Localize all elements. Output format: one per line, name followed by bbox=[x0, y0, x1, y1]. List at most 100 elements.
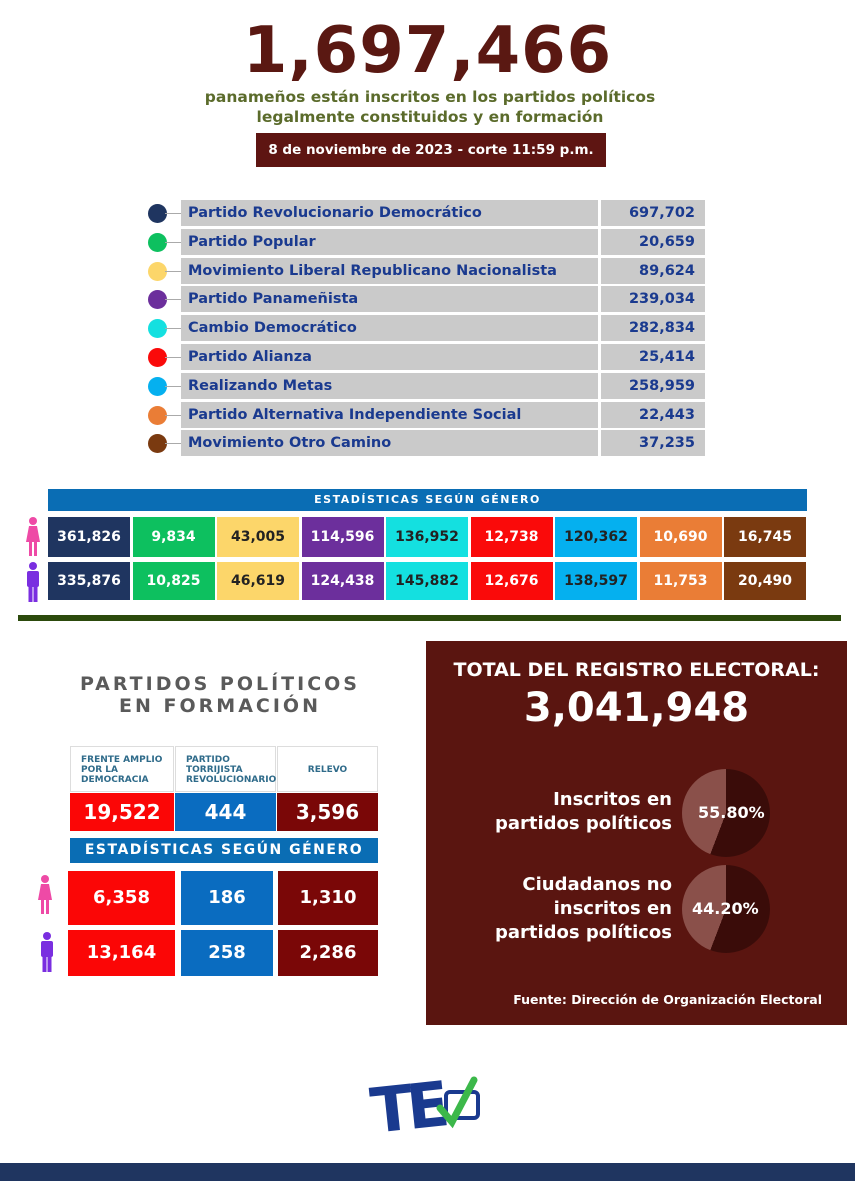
formation-male-count: 2,286 bbox=[278, 930, 378, 976]
gender-stats-header: ESTADÍSTICAS SEGÚN GÉNERO bbox=[48, 489, 807, 511]
connector-line bbox=[165, 241, 181, 243]
party-total: 697,702 bbox=[601, 200, 705, 226]
connector-line bbox=[165, 213, 181, 214]
party-name: Movimiento Liberal Republicano Nacionali… bbox=[181, 257, 598, 284]
formation-title-line-2: EN FORMACIÓN bbox=[119, 695, 321, 717]
formation-party-name: FRENTE AMPLIO POR LA DEMOCRACIA bbox=[70, 746, 174, 792]
connector-line bbox=[165, 328, 181, 330]
female-count-cell: 136,952 bbox=[386, 517, 468, 557]
party-color-dot bbox=[148, 319, 167, 339]
male-count-cell: 335,876 bbox=[48, 562, 130, 600]
male-count-cell: 138,597 bbox=[555, 562, 637, 600]
share-percent: 44.20% bbox=[692, 899, 759, 918]
share-label: Ciudadanos no inscritos en partidos políti… bbox=[495, 873, 672, 945]
formation-party-name: PARTIDO TORRIJISTA REVOLUCIONARIO bbox=[175, 746, 276, 792]
party-color-dot bbox=[148, 348, 167, 367]
party-color-dot bbox=[148, 290, 167, 310]
subtitle-line-1: panameños están inscritos en los partido… bbox=[204, 88, 656, 106]
formation-female-count: 1,310 bbox=[278, 871, 378, 925]
party-total: 258,959 bbox=[601, 372, 705, 399]
formation-female-count: 6,358 bbox=[68, 871, 175, 925]
connector-line bbox=[165, 270, 181, 272]
formation-gender-header: ESTADÍSTICAS SEGÚN GÉNERO bbox=[70, 838, 378, 863]
te-logo: TE bbox=[367, 1067, 483, 1148]
connector-line bbox=[165, 385, 181, 387]
male-count-cell: 145,882 bbox=[386, 562, 468, 600]
date-banner: 8 de noviembre de 2023 - corte 11:59 p.m… bbox=[256, 133, 606, 167]
formation-male-count: 258 bbox=[181, 930, 273, 976]
formation-party-name: RELEVO bbox=[277, 746, 378, 792]
party-name: Realizando Metas bbox=[181, 372, 598, 399]
party-color-dot bbox=[148, 405, 167, 425]
party-color-dot bbox=[148, 261, 167, 281]
female-count-cell: 10,690 bbox=[639, 517, 722, 557]
electoral-registry-panel: TOTAL DEL REGISTRO ELECTORAL: 3,041,948 … bbox=[426, 641, 847, 1025]
party-name: Partido Panameñista bbox=[181, 286, 598, 313]
party-color-dot bbox=[148, 232, 167, 252]
female-count-cell: 120,362 bbox=[555, 517, 637, 557]
party-name: Partido Alternativa Independiente Social bbox=[181, 401, 598, 428]
formation-male-count: 13,164 bbox=[68, 930, 175, 976]
female-count-cell: 43,005 bbox=[217, 517, 299, 557]
male-figure-icon bbox=[25, 562, 41, 606]
subtitle-line-2: legalmente constituidos y en formación bbox=[256, 108, 604, 126]
connector-line bbox=[165, 299, 181, 301]
party-total: 282,834 bbox=[601, 315, 705, 342]
party-name: Movimiento Otro Camino bbox=[181, 430, 598, 457]
male-count-cell: 46,619 bbox=[217, 562, 299, 600]
party-color-dot bbox=[148, 376, 167, 396]
party-row: Partido Alianza 25,414 bbox=[148, 344, 708, 370]
male-count-cell: 12,676 bbox=[470, 562, 553, 600]
party-color-dot bbox=[148, 434, 167, 454]
party-total: 37,235 bbox=[601, 430, 705, 457]
female-figure-icon bbox=[25, 517, 41, 561]
share-pie-chart bbox=[682, 769, 770, 857]
party-row: Partido Panameñista 239,034 bbox=[148, 286, 708, 313]
party-color-dot bbox=[148, 204, 167, 223]
party-total: 20,659 bbox=[601, 228, 705, 255]
connector-line bbox=[165, 443, 181, 445]
share-label-line: Ciudadanos no bbox=[522, 874, 672, 895]
share-label-line: partidos políticos bbox=[494, 922, 672, 943]
party-row: Realizando Metas 258,959 bbox=[148, 372, 708, 399]
female-count-cell: 114,596 bbox=[301, 517, 384, 557]
party-row: Cambio Democrático 282,834 bbox=[148, 315, 708, 342]
connector-line bbox=[165, 357, 181, 358]
party-total: 22,443 bbox=[601, 401, 705, 428]
female-figure-icon bbox=[37, 875, 53, 919]
registry-title: TOTAL DEL REGISTRO ELECTORAL: bbox=[453, 659, 820, 681]
female-count-cell: 12,738 bbox=[470, 517, 553, 557]
formation-party-total: 19,522 bbox=[70, 793, 174, 831]
formation-party-total: 444 bbox=[175, 793, 276, 831]
share-label-line: inscritos en bbox=[553, 898, 672, 919]
total-inscribed: 1,697,466 bbox=[242, 14, 613, 88]
divider bbox=[18, 615, 841, 621]
share-label-line: partidos políticos bbox=[494, 813, 672, 834]
party-row: Movimiento Liberal Republicano Nacionali… bbox=[148, 257, 708, 284]
registry-total: 3,041,948 bbox=[523, 685, 750, 731]
male-count-cell: 11,753 bbox=[639, 562, 722, 600]
party-total: 25,414 bbox=[601, 344, 705, 370]
female-count-cell: 16,745 bbox=[724, 517, 806, 557]
male-figure-icon bbox=[39, 932, 55, 976]
party-row: Movimiento Otro Camino 37,235 bbox=[148, 430, 708, 457]
connector-line bbox=[165, 414, 181, 416]
male-count-cell: 20,490 bbox=[724, 562, 806, 600]
male-count-cell: 124,438 bbox=[301, 562, 384, 600]
footer-bar bbox=[0, 1163, 855, 1181]
party-row: Partido Popular 20,659 bbox=[148, 228, 708, 255]
party-name: Cambio Democrático bbox=[181, 315, 598, 342]
male-count-cell: 10,825 bbox=[132, 562, 215, 600]
party-name: Partido Revolucionario Democrático bbox=[181, 200, 598, 226]
party-row: Partido Revolucionario Democrático 697,70… bbox=[148, 200, 708, 226]
formation-title-line-1: PARTIDOS POLÍTICOS bbox=[80, 673, 360, 695]
share-label: Inscritos en partidos políticos bbox=[495, 788, 672, 836]
party-row: Partido Alternativa Independiente Social… bbox=[148, 401, 708, 428]
party-total: 239,034 bbox=[601, 286, 705, 313]
formation-female-count: 186 bbox=[181, 871, 273, 925]
female-count-cell: 361,826 bbox=[48, 517, 130, 557]
female-count-cell: 9,834 bbox=[132, 517, 215, 557]
party-name: Partido Alianza bbox=[181, 344, 598, 370]
svg-text:TE: TE bbox=[368, 1068, 449, 1134]
share-percent: 55.80% bbox=[698, 803, 765, 822]
